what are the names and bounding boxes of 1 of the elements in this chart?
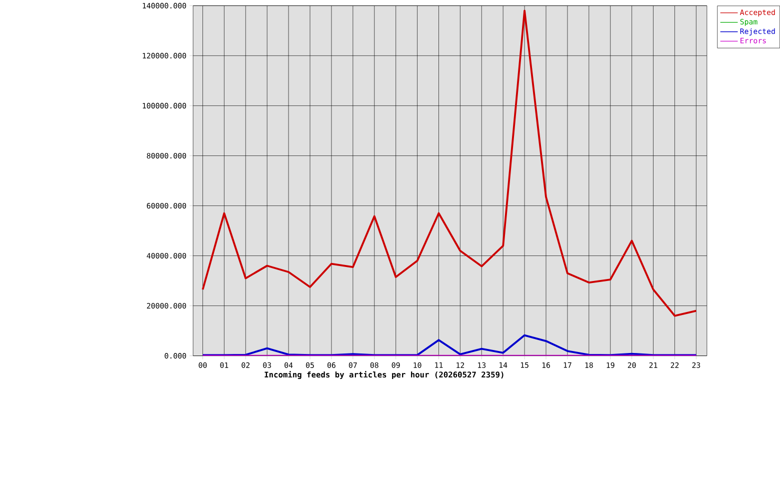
line-series [202,10,698,317]
